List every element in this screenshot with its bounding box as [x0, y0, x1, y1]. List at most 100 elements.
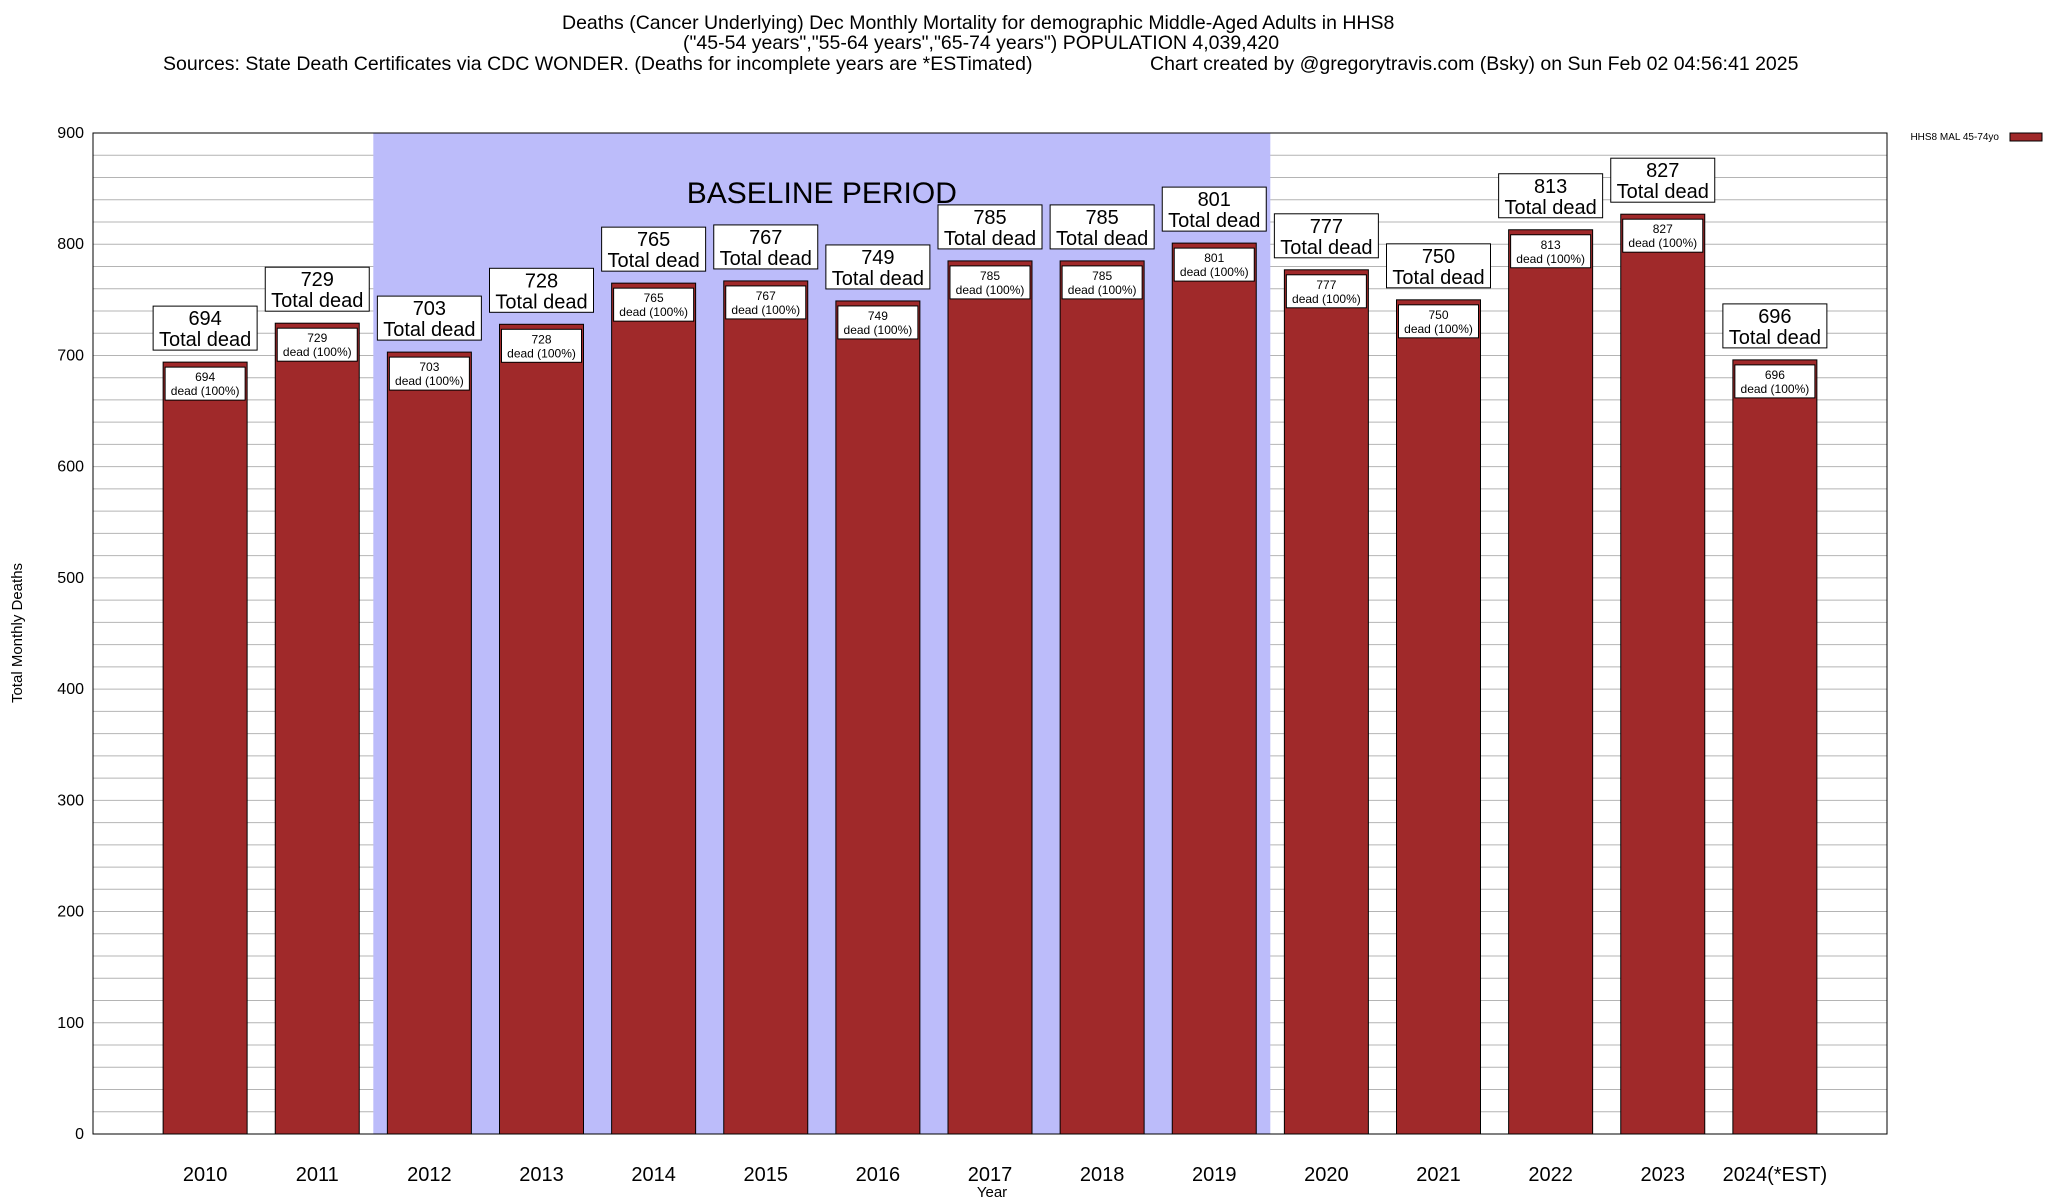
inner-value-label: 696 — [1765, 368, 1785, 382]
inner-percent-label: dead (100%) — [844, 323, 913, 337]
top-value-label: 767 — [749, 227, 782, 249]
top-value-label: 694 — [188, 308, 221, 330]
top-total-label: Total dead — [1392, 267, 1484, 289]
title-line-1: Deaths (Cancer Underlying) Dec Monthly M… — [562, 12, 1395, 34]
top-total-label: Total dead — [495, 291, 587, 313]
inner-label-box — [276, 327, 358, 362]
top-value-label: 728 — [525, 270, 558, 292]
top-total-label: Total dead — [720, 248, 812, 270]
x-tick-label: 2014 — [631, 1164, 676, 1186]
x-tick-label: 2013 — [519, 1164, 564, 1186]
bar — [1508, 229, 1594, 1135]
top-value-label: 813 — [1534, 176, 1567, 198]
y-tick-label: 600 — [57, 459, 84, 476]
top-label-box — [376, 295, 482, 341]
inner-label-box — [1061, 265, 1143, 300]
y-tick-label: 0 — [75, 1126, 84, 1143]
title-line-2: ("45-54 years","55-64 years","65-74 year… — [683, 32, 1280, 54]
top-total-label: Total dead — [1280, 237, 1372, 259]
top-value-label: 785 — [1085, 207, 1118, 229]
inner-label-box — [1734, 364, 1816, 399]
axes: 2010 2011 2012 2013 2014 2015 2016 2017 2018 2019… — [9, 125, 1888, 1200]
inner-value-label: 767 — [756, 289, 776, 303]
x-tick-label: 2020 — [1304, 1164, 1349, 1186]
inner-value-label: 801 — [1204, 251, 1224, 265]
y-tick-label: 300 — [57, 792, 84, 809]
inner-percent-label: dead (100%) — [1068, 283, 1137, 297]
inner-percent-label: dead (100%) — [731, 303, 800, 317]
bar — [1396, 299, 1481, 1135]
inner-value-label: 813 — [1541, 238, 1561, 252]
bar — [274, 322, 360, 1135]
x-tick-label: 2024(*EST) — [1723, 1164, 1828, 1186]
x-tick-label: 2019 — [1192, 1164, 1237, 1186]
top-value-label: 750 — [1422, 246, 1455, 268]
x-tick-label: 2011 — [296, 1164, 339, 1186]
top-total-label: Total dead — [1504, 197, 1596, 219]
inner-label-box — [725, 285, 807, 320]
x-axis-title: Year — [977, 1184, 1007, 1200]
title-line-3-sources: Sources: State Death Certificates via CD… — [163, 53, 1033, 75]
y-tick-label: 900 — [57, 125, 84, 142]
top-value-label: 729 — [301, 269, 334, 291]
inner-value-label: 777 — [1316, 278, 1336, 292]
x-tick-label: 2018 — [1080, 1164, 1125, 1186]
inner-value-label: 827 — [1653, 222, 1673, 236]
inner-percent-label: dead (100%) — [1628, 236, 1697, 250]
y-axis-title: Total Monthly Deaths — [9, 563, 26, 703]
inner-percent-label: dead (100%) — [1292, 292, 1361, 306]
legend: HHS8 MAL 45-74yo — [1910, 132, 2043, 143]
inner-value-label: 749 — [868, 309, 888, 323]
bar — [1283, 269, 1369, 1135]
top-total-label: Total dead — [159, 329, 251, 351]
top-value-label: 801 — [1198, 189, 1231, 211]
inner-value-label: 694 — [195, 370, 215, 384]
inner-label-box — [388, 356, 470, 391]
inner-value-label: 750 — [1428, 308, 1448, 322]
x-tick-label: 2022 — [1528, 1164, 1573, 1186]
y-tick-label: 500 — [57, 570, 84, 587]
top-value-label: 703 — [413, 298, 446, 320]
top-label-box — [1273, 213, 1379, 259]
x-tick-label: 2021 — [1416, 1164, 1461, 1186]
top-total-label: Total dead — [607, 250, 699, 272]
inner-label-box — [949, 265, 1031, 300]
bar — [723, 280, 809, 1135]
inner-percent-label: dead (100%) — [395, 374, 464, 388]
inner-percent-label: dead (100%) — [1741, 382, 1810, 396]
title-line-3-credit: Chart created by @gregorytravis.com (Bsk… — [1150, 53, 1799, 75]
inner-label-box — [837, 305, 919, 340]
top-total-label: Total dead — [1729, 327, 1821, 349]
inner-value-label: 729 — [307, 331, 327, 345]
legend-swatch — [2009, 132, 2043, 142]
inner-percent-label: dead (100%) — [1516, 252, 1585, 266]
top-label-box — [1610, 157, 1716, 203]
x-tick-label: 2023 — [1641, 1164, 1686, 1186]
inner-label-box — [1173, 247, 1255, 282]
top-total-label: Total dead — [944, 228, 1036, 250]
legend-entry: HHS8 MAL 45-74yo — [1910, 132, 2043, 143]
inner-percent-label: dead (100%) — [619, 305, 688, 319]
top-total-label: Total dead — [1056, 228, 1148, 250]
top-total-label: Total dead — [832, 268, 924, 290]
y-tick-label: 200 — [57, 904, 84, 921]
top-total-label: Total dead — [1168, 210, 1260, 232]
inner-value-label: 703 — [419, 360, 439, 374]
x-tick-label: 2012 — [407, 1164, 452, 1186]
bar — [386, 351, 472, 1135]
y-tick-label: 800 — [57, 236, 84, 253]
inner-percent-label: dead (100%) — [283, 345, 352, 359]
inner-value-label: 765 — [644, 291, 664, 305]
